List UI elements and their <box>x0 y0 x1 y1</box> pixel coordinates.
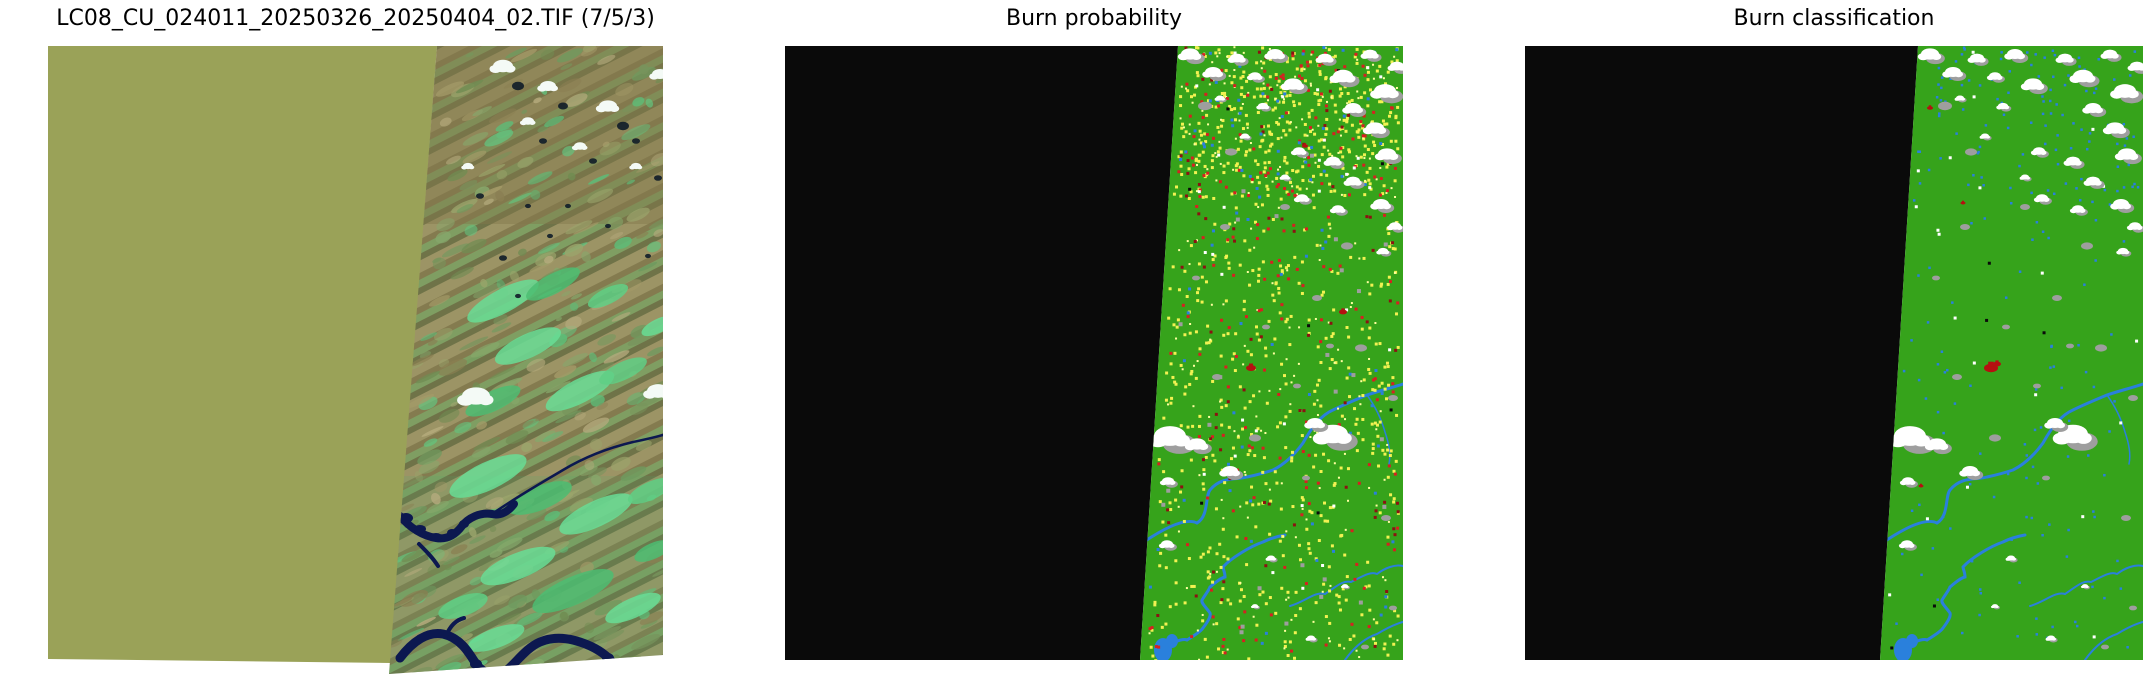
true-color-raster <box>48 46 663 674</box>
true-color-raster-image <box>48 46 663 676</box>
panel-title-true-color: LC08_CU_024011_20250326_20250404_02.TIF … <box>56 6 655 31</box>
burn-probability-raster-image <box>785 46 1403 660</box>
burn-probability-raster <box>785 46 1403 660</box>
burn-classification-raster-image <box>1525 46 2143 660</box>
panel-title-burn-classification: Burn classification <box>1733 6 1935 31</box>
burn-classification-raster <box>1525 46 2143 660</box>
panel-title-burn-probability: Burn probability <box>1005 6 1182 31</box>
